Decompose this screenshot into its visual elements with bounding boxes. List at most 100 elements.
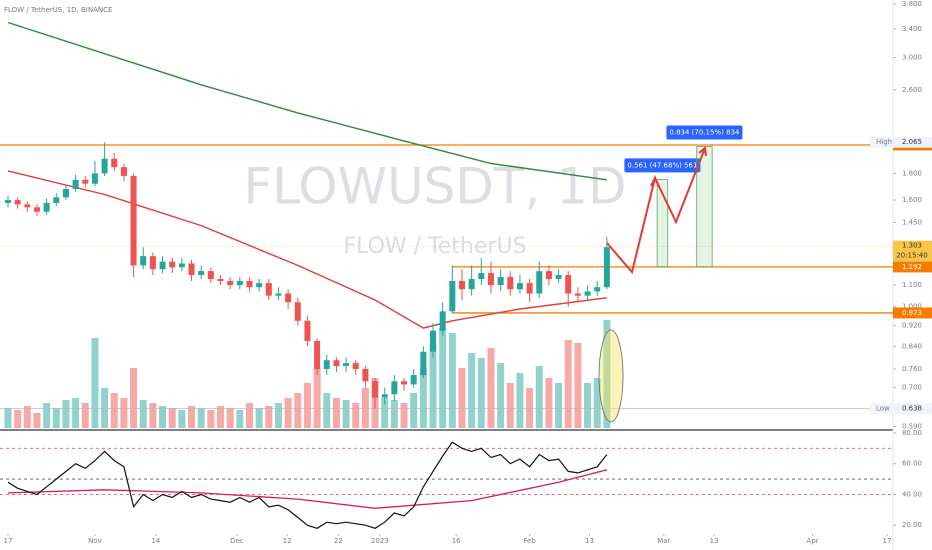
volume-bar bbox=[381, 398, 389, 428]
x-tick-label: 2023 bbox=[371, 537, 389, 545]
candle-body bbox=[111, 158, 118, 168]
candle-body bbox=[584, 291, 591, 296]
candle-body bbox=[275, 293, 282, 296]
volume-bar bbox=[487, 348, 495, 428]
x-tick-label: 22 bbox=[334, 537, 343, 545]
candle-body bbox=[449, 281, 456, 312]
x-tick-label: 14 bbox=[151, 537, 160, 545]
volume-bar bbox=[149, 403, 157, 428]
candle-body bbox=[478, 273, 485, 280]
volume-bar bbox=[188, 406, 196, 428]
marker-box bbox=[870, 403, 932, 415]
volume-bar bbox=[468, 353, 476, 428]
measure-label: 0.561 (47.68%) 561 bbox=[627, 161, 697, 169]
volume-bar bbox=[236, 410, 244, 428]
rsi-line bbox=[7, 441, 608, 529]
y-tick-label: 3.000 bbox=[902, 53, 922, 61]
candle-body bbox=[188, 263, 195, 276]
volume-bar bbox=[332, 398, 340, 428]
x-tick-label: 13 bbox=[710, 537, 719, 545]
candle-body bbox=[439, 311, 446, 331]
candle-body bbox=[594, 287, 601, 292]
volume-bar bbox=[516, 373, 524, 428]
candle-body bbox=[178, 263, 185, 268]
y-tick-label: 1.450 bbox=[902, 218, 922, 226]
rsi-tick-label: 80.00 bbox=[902, 429, 922, 437]
countdown-label: 20:15:40 bbox=[896, 252, 927, 260]
volume-bar bbox=[313, 368, 321, 428]
volume-bar bbox=[448, 333, 456, 428]
y-tick-label: 2.600 bbox=[902, 86, 922, 94]
x-tick-label: 12 bbox=[283, 537, 292, 545]
candle-body bbox=[430, 330, 437, 352]
arrow-head bbox=[650, 175, 660, 188]
candle-body bbox=[159, 261, 166, 270]
rsi-ma-line bbox=[7, 469, 608, 509]
volume-bar bbox=[14, 410, 22, 428]
candle-body bbox=[294, 302, 301, 321]
volume-bar bbox=[303, 383, 311, 428]
rsi-tick-label: 20.00 bbox=[902, 521, 922, 529]
y-tick-label: 1.600 bbox=[902, 196, 922, 204]
volume-bar bbox=[139, 400, 147, 428]
candle-body bbox=[120, 167, 127, 176]
candle-body bbox=[236, 281, 243, 286]
moving-average bbox=[7, 170, 607, 329]
x-tick-label: Mar bbox=[657, 537, 670, 545]
candle-body bbox=[217, 279, 224, 282]
volume-bar bbox=[497, 363, 505, 428]
y-tick-label: 0.590 bbox=[902, 422, 922, 430]
price-tag bbox=[893, 307, 932, 319]
candle-body bbox=[410, 375, 417, 385]
candle-body bbox=[536, 271, 543, 294]
marker-label: Low bbox=[876, 405, 890, 413]
volume-bar bbox=[168, 408, 176, 428]
x-tick-label: Apr bbox=[807, 537, 819, 545]
candle-body bbox=[516, 283, 523, 290]
candle-body bbox=[227, 281, 234, 286]
volume-bar bbox=[43, 403, 51, 428]
volume-bar bbox=[120, 398, 128, 428]
candle-body bbox=[343, 363, 350, 367]
last-price-tag bbox=[893, 240, 932, 262]
volume-bar bbox=[178, 410, 186, 428]
candle-body bbox=[468, 279, 475, 290]
volume-bar bbox=[33, 413, 41, 428]
volume-bar bbox=[274, 403, 282, 428]
candle-body bbox=[603, 247, 610, 288]
volume-bar bbox=[23, 406, 31, 428]
volume-bar bbox=[255, 408, 263, 428]
candle-body bbox=[487, 273, 494, 286]
volume-bar bbox=[294, 393, 302, 428]
volume-bar bbox=[545, 378, 553, 428]
candle-body bbox=[256, 283, 263, 288]
candle-body bbox=[198, 271, 205, 276]
price-tag-label: 0.973 bbox=[902, 309, 922, 317]
volume-bar bbox=[352, 403, 360, 428]
last-price-label: 1.303 bbox=[902, 242, 922, 250]
volume-bar bbox=[526, 388, 534, 428]
chart-header: FLOW / TetherUS, 1D, BINANCE bbox=[4, 6, 112, 14]
candle-body bbox=[352, 363, 359, 370]
volume-bar bbox=[400, 403, 408, 428]
volume-bar bbox=[284, 398, 292, 428]
candle-body bbox=[33, 207, 40, 212]
highlight-ellipse bbox=[598, 329, 624, 423]
volume-bar bbox=[564, 340, 572, 428]
candle-body bbox=[372, 381, 379, 398]
candle-body bbox=[285, 293, 292, 303]
y-tick-label: 1.800 bbox=[902, 169, 922, 177]
volume-bar bbox=[91, 338, 99, 428]
marker-value: 0.638 bbox=[902, 405, 922, 413]
arrow-head bbox=[698, 146, 707, 157]
x-tick-label: Dec bbox=[230, 537, 244, 545]
volume-bar bbox=[207, 410, 215, 428]
candle-body bbox=[24, 204, 31, 208]
candle-body bbox=[246, 281, 253, 288]
volume-bar bbox=[130, 368, 138, 428]
candle-body bbox=[314, 340, 321, 370]
y-tick-label: 0.920 bbox=[902, 322, 922, 330]
x-tick-label: Feb bbox=[523, 537, 536, 545]
